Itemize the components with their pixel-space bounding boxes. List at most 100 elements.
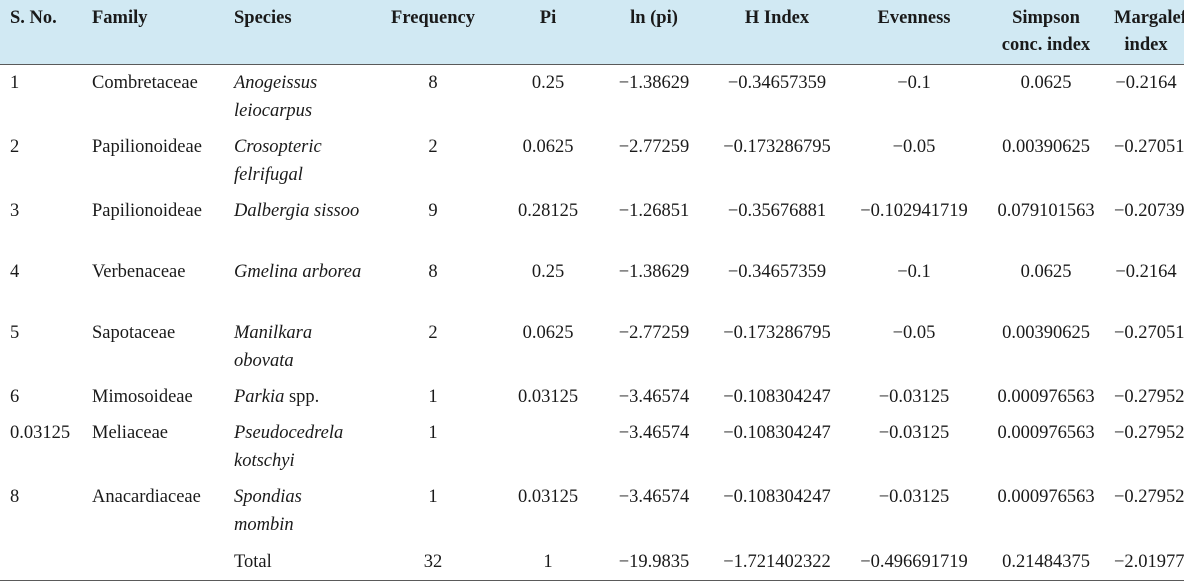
cell-family [88,543,226,581]
cell-sno [0,543,88,581]
cell-pi [498,415,598,479]
table-row: 0.03125 Meliaceae Pseudocedrela kotschyi 1 −… [0,415,1184,479]
cell-margalef: −0.27952 [1114,423,1184,443]
header-frequency: Frequency [368,0,498,65]
total-simpson: 0.21484375 [1002,552,1090,572]
table-row: 6 Mimosoideae Parkia spp. 1 0.03125 −3.46574 −… [0,379,1184,415]
total-label: Total [234,552,272,572]
cell-family: Anacardiaceae [92,487,201,507]
cell-evenness: −0.03125 [878,487,950,507]
cell-pi: 0.25 [531,73,565,93]
cell-evenness: −0.102941719 [860,201,968,221]
table-row: 8 Anacardiaceae Spondias mombin 1 0.03125 −3.… [0,479,1184,543]
cell-species: Parkia spp. [226,379,368,415]
cell-sno: 6 [10,387,20,407]
cell-species: Manilkara obovata [226,315,368,379]
cell-species: Dalbergia sissoo [226,193,368,254]
cell-lnpi: −3.46574 [618,423,690,443]
cell-lnpi: −3.46574 [618,487,690,507]
cell-hindex: −0.108304247 [723,487,831,507]
cell-species: Crosopteric felrifugal [226,129,368,193]
table-row: 1 Combretaceae Anogeissus leiocarpus 8 0.25 −… [0,65,1184,130]
cell-margalef: −0.27051 [1114,323,1184,343]
cell-simpson: 0.000976563 [997,487,1095,507]
species-name: Crosopteric felrifugal [234,137,322,185]
cell-lnpi: −2.77259 [618,323,690,343]
table-row: 2 Papilionoideae Crosopteric felrifugal 2 0.… [0,129,1184,193]
cell-evenness: −0.05 [892,137,936,157]
cell-lnpi: −3.46574 [618,387,690,407]
table-row: 4 Verbenaceae Gmelina arborea 8 0.25 −1.38629… [0,254,1184,315]
species-suffix: spp. [284,387,320,407]
total-evenness: −0.496691719 [860,552,968,572]
cell-margalef: −0.27952 [1114,387,1184,407]
cell-hindex: −0.34657359 [727,73,827,93]
cell-frequency: 2 [428,137,438,157]
total-row: Total 32 1 −19.9835 −1.721402322 −0.496691719… [0,543,1184,581]
table-body: 1 Combretaceae Anogeissus leiocarpus 8 0.25 −… [0,65,1184,581]
total-pi: 1 [543,552,553,572]
cell-pi: 0.25 [531,262,565,282]
cell-family: Papilionoideae [92,201,202,221]
header-species: Species [226,0,368,65]
cell-sno: 1 [10,73,20,93]
cell-sno: 4 [10,262,20,282]
cell-hindex: −0.34657359 [727,262,827,282]
cell-sno: 2 [10,137,20,157]
species-name: Spondias mombin [234,487,302,535]
cell-lnpi: −1.38629 [618,262,690,282]
species-name: Pseudocedrela kotschyi [234,423,344,471]
cell-sno: 8 [10,487,20,507]
cell-pi: 0.03125 [517,487,579,507]
cell-sno: 5 [10,323,20,343]
header-pi: Pi [498,0,598,65]
header-family: Family [88,0,226,65]
cell-family: Papilionoideae [92,137,202,157]
cell-pi: 0.03125 [517,387,579,407]
cell-species: Gmelina arborea [226,254,368,315]
table-row: 3 Papilionoideae Dalbergia sissoo 9 0.28125 −… [0,193,1184,254]
header-hindex: H Index [710,0,844,65]
cell-hindex: −0.108304247 [723,387,831,407]
cell-frequency: 9 [428,201,438,221]
cell-evenness: −0.03125 [878,423,950,443]
cell-simpson: 0.079101563 [997,201,1095,221]
total-frequency: 32 [423,552,443,572]
cell-evenness: −0.05 [892,323,936,343]
species-name: Parkia [234,387,285,407]
cell-family: Mimosoideae [92,387,193,407]
header-row: S. No. Family Species Frequency Pi ln (p… [0,0,1184,65]
cell-margalef: −0.27952 [1114,487,1184,507]
cell-hindex: −0.173286795 [723,137,831,157]
cell-margalef: −0.2164 [1115,73,1177,93]
header-lnpi: ln (pi) [598,0,710,65]
cell-margalef: −0.2164 [1115,262,1177,282]
cell-simpson: 0.00390625 [1002,137,1090,157]
cell-family: Sapotaceae [92,323,176,343]
species-name: Manilkara obovata [234,323,313,371]
species-name: Dalbergia sissoo [234,201,360,221]
cell-hindex: −0.173286795 [723,323,831,343]
header-margalef: Margalef index [1108,0,1184,65]
cell-frequency: 1 [428,487,438,507]
total-margalef: −2.01977 [1114,552,1184,572]
cell-frequency: 1 [428,387,438,407]
cell-species: Anogeissus leiocarpus [226,65,368,130]
cell-family: Verbenaceae [92,262,186,282]
header-sno: S. No. [0,0,88,65]
cell-lnpi: −1.38629 [618,73,690,93]
cell-sno: 0.03125 [10,423,71,443]
total-hindex: −1.721402322 [723,552,831,572]
cell-frequency: 2 [428,323,438,343]
cell-frequency: 1 [428,423,438,443]
cell-simpson: 0.000976563 [997,387,1095,407]
cell-species: Spondias mombin [226,479,368,543]
cell-frequency: 8 [428,73,438,93]
species-name: Anogeissus leiocarpus [234,73,318,121]
cell-simpson: 0.00390625 [1002,323,1090,343]
cell-lnpi: −2.77259 [618,137,690,157]
cell-pi: 0.0625 [522,323,574,343]
cell-simpson: 0.0625 [1020,262,1072,282]
cell-evenness: −0.1 [897,73,931,93]
